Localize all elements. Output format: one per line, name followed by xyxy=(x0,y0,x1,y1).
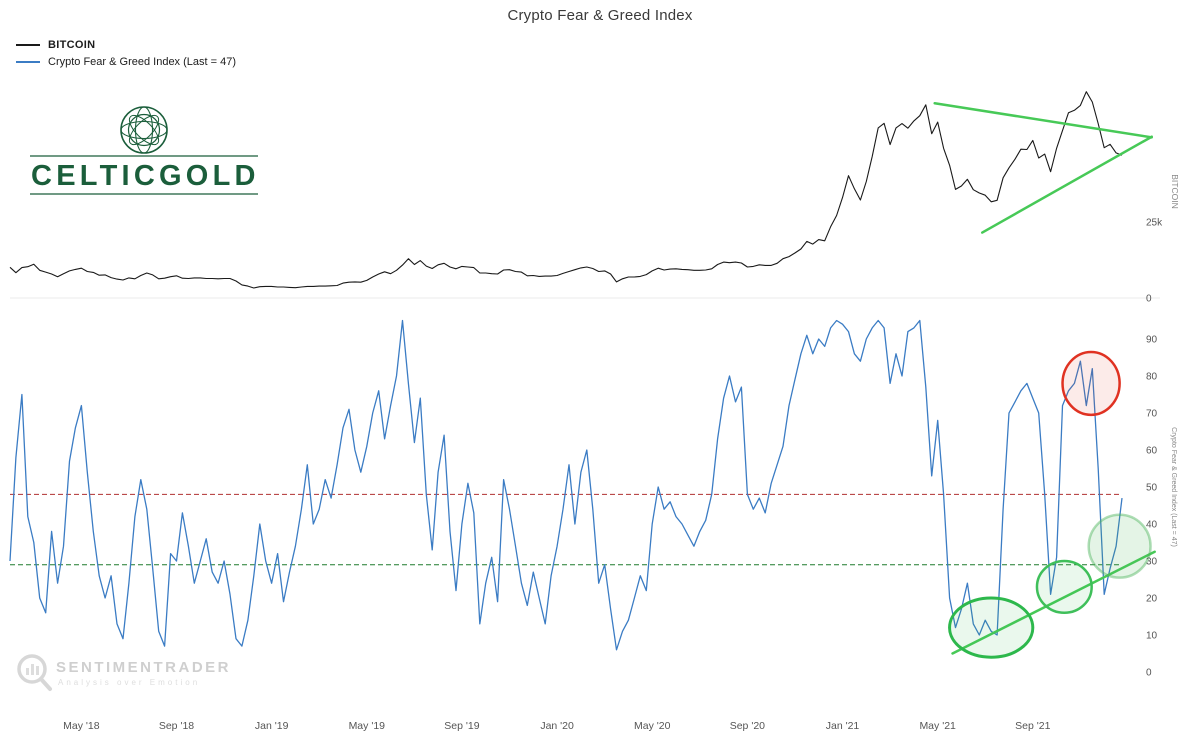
fgi-ytick-40: 40 xyxy=(1146,520,1158,531)
xtick-Sep19: Sep '19 xyxy=(444,720,479,732)
xtick-Jan20: Jan '20 xyxy=(540,720,574,732)
logo-wordmark: CELTICGOLD xyxy=(31,160,257,192)
fgi-axis-title: Crypto Fear & Greed Index (Last = 47) xyxy=(1170,427,1177,547)
magnifier-bars-icon xyxy=(17,654,52,691)
xtick-May18: May '18 xyxy=(63,720,100,732)
fgi-line-swatch xyxy=(16,60,40,63)
fgi-trend-line-2 xyxy=(951,550,1156,655)
xtick-Sep21: Sep '21 xyxy=(1015,720,1050,732)
bitcoin-trend-line-1 xyxy=(981,135,1153,234)
bitcoin-trend-line-0 xyxy=(933,102,1153,139)
annotation-ellipse-0 xyxy=(948,596,1035,659)
page-title: Crypto Fear & Greed Index xyxy=(507,7,693,24)
fgi-ytick-80: 80 xyxy=(1146,372,1158,383)
fgi-ytick-60: 60 xyxy=(1146,446,1158,457)
celtic-knot-icon xyxy=(120,106,168,154)
fgi-ytick-50: 50 xyxy=(1146,483,1158,494)
watermark-tagline: Analysis over Emotion xyxy=(58,678,201,687)
xtick-May20: May '20 xyxy=(634,720,671,732)
annotation-ellipse-1 xyxy=(1035,559,1093,615)
legend-item-fgi: Crypto Fear & Greed Index (Last = 47) xyxy=(16,53,236,70)
legend-label-bitcoin: BITCOIN xyxy=(48,38,96,51)
annotation-ellipse-2 xyxy=(1087,513,1152,579)
watermark-brand: SENTIMENTRADER xyxy=(56,659,232,676)
xtick-May19: May '19 xyxy=(349,720,386,732)
fgi-series-line xyxy=(9,319,1123,651)
xtick-Sep20: Sep '20 xyxy=(730,720,765,732)
bitcoin-ytick-25k: 25k xyxy=(1146,217,1163,228)
fgi-ytick-0: 0 xyxy=(1146,668,1152,679)
bitcoin-axis-title: BITCOIN xyxy=(1170,174,1180,208)
legend-label-fgi: Crypto Fear & Greed Index (Last = 47) xyxy=(48,55,237,68)
legend: BITCOIN Crypto Fear & Greed Index (Last … xyxy=(16,36,236,70)
annotation-ellipse-3 xyxy=(1061,350,1121,417)
bitcoin-line-swatch xyxy=(16,43,40,46)
xtick-May21: May '21 xyxy=(919,720,956,732)
xtick-Sep18: Sep '18 xyxy=(159,720,194,732)
celticgold-logo: CELTICGOLD xyxy=(28,104,260,205)
bitcoin-ytick-0: 0 xyxy=(1146,294,1152,305)
bitcoin-series-line xyxy=(9,91,1123,289)
xtick-Jan19: Jan '19 xyxy=(255,720,289,732)
fgi-ytick-30: 30 xyxy=(1146,557,1158,568)
legend-item-bitcoin: BITCOIN xyxy=(16,36,236,53)
xtick-Jan21: Jan '21 xyxy=(826,720,860,732)
fgi-ytick-90: 90 xyxy=(1146,335,1158,346)
sentimentrader-watermark: SENTIMENTRADER Analysis over Emotion xyxy=(14,651,229,700)
fgi-ytick-10: 10 xyxy=(1146,631,1158,642)
fgi-ytick-20: 20 xyxy=(1146,594,1158,605)
fgi-ytick-70: 70 xyxy=(1146,409,1158,420)
